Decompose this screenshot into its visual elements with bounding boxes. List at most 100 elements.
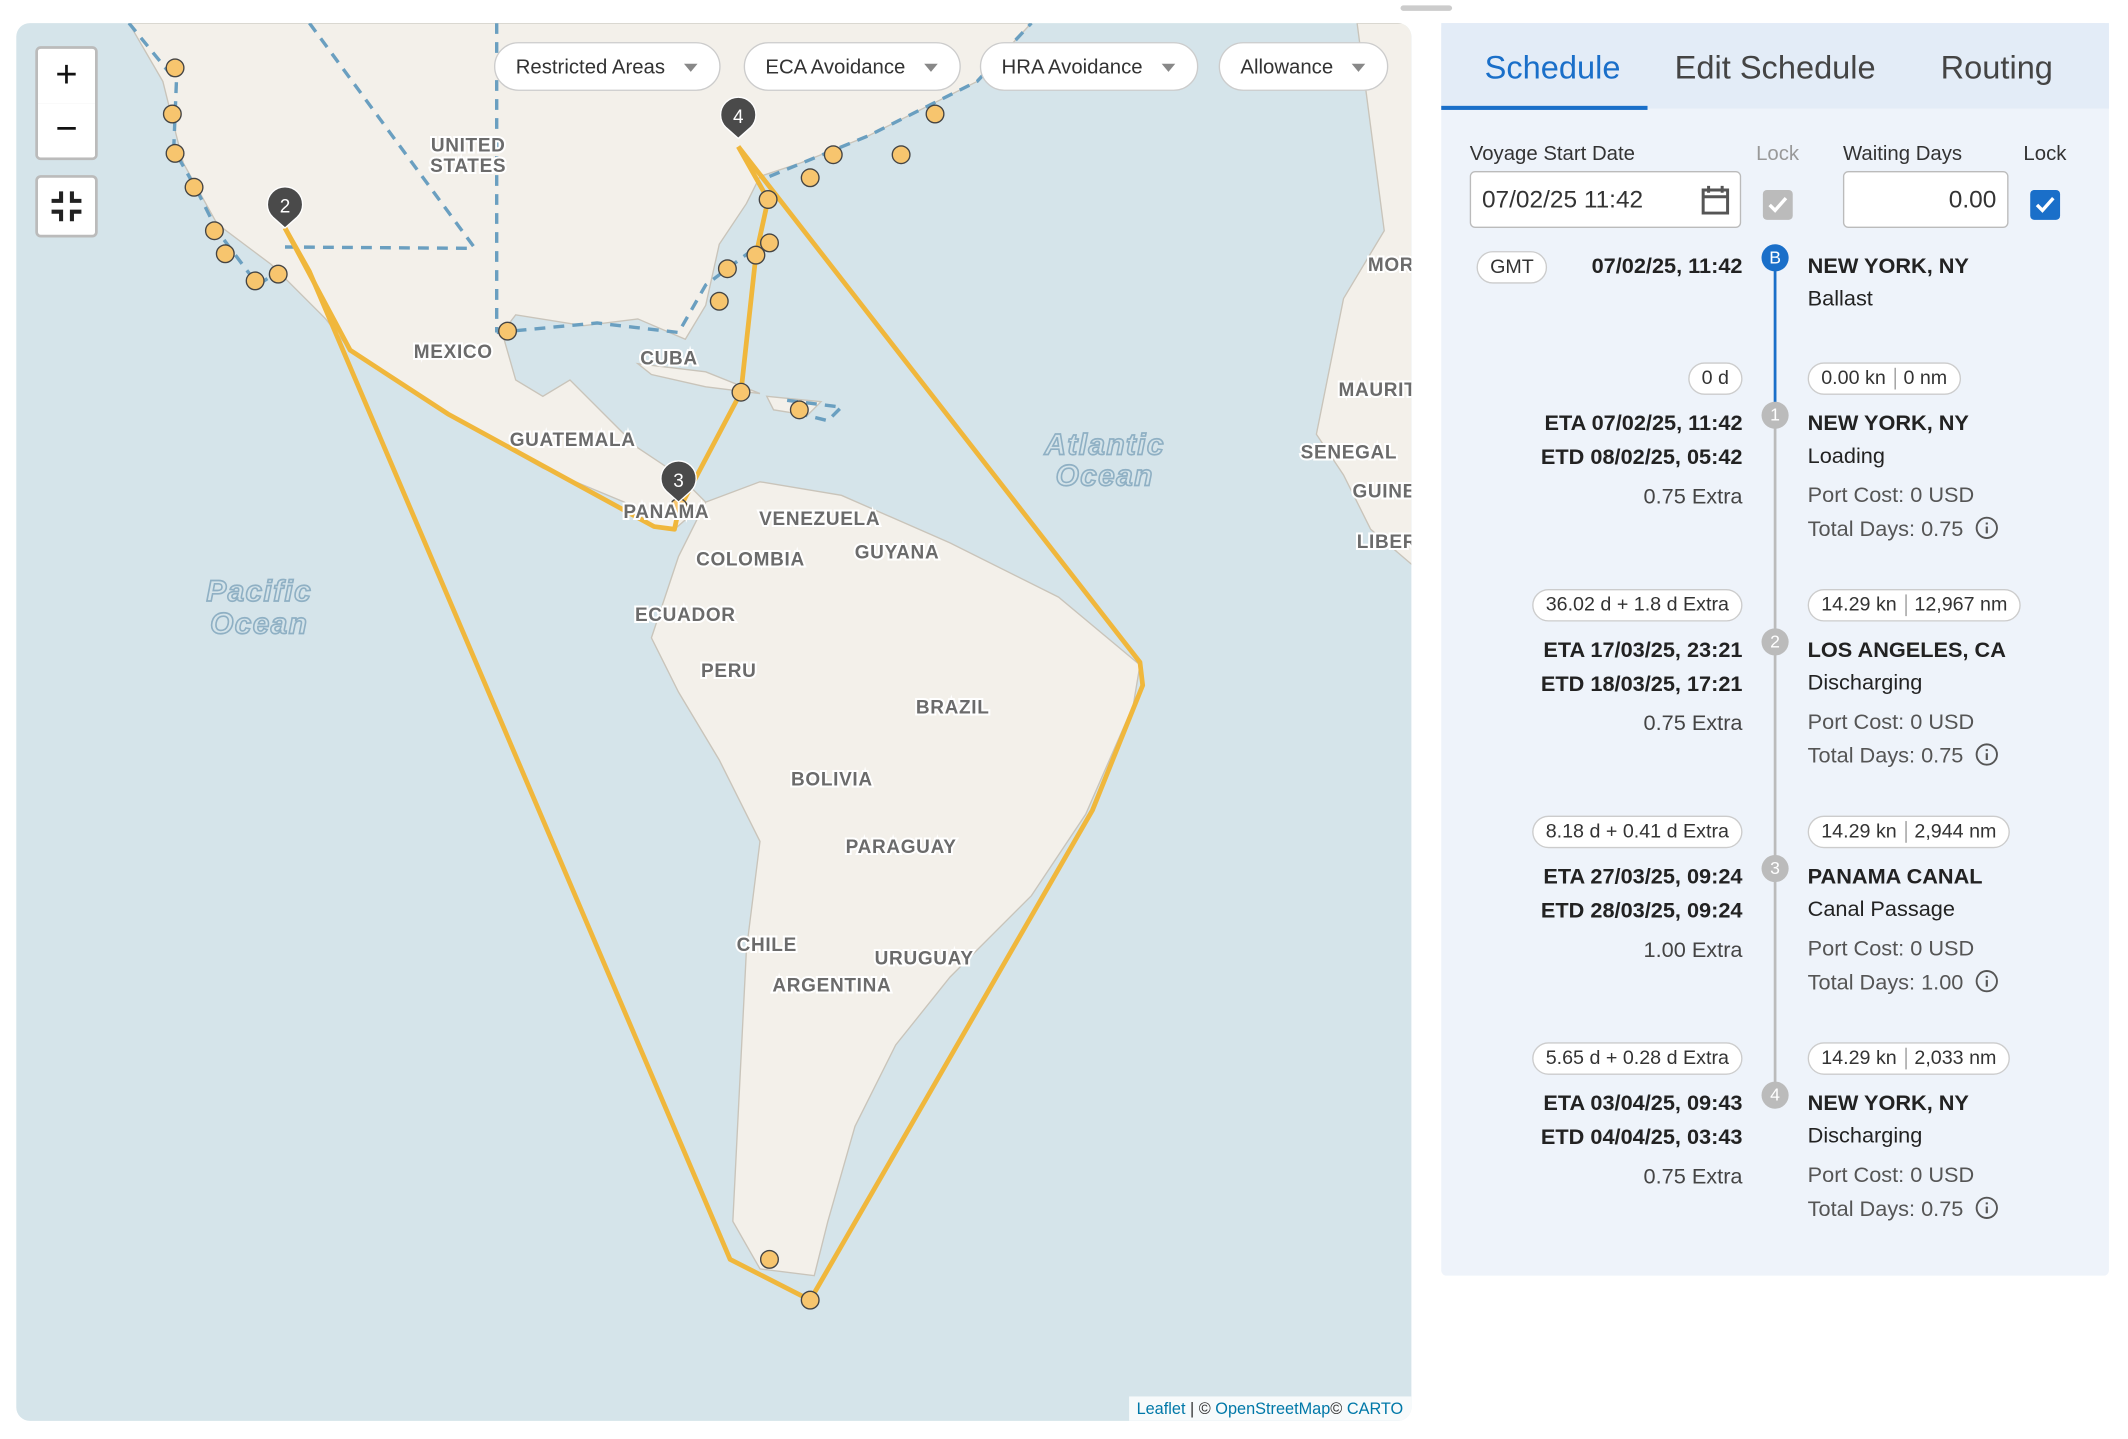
drag-handle[interactable] <box>1400 5 1453 11</box>
info-circle <box>1975 1196 1998 1219</box>
waypoint <box>215 244 235 264</box>
land <box>650 481 1141 1277</box>
port-name: NEW YORK, NY <box>1807 1092 1969 1116</box>
eta: ETA 17/03/25, 23:21 <box>1543 639 1743 663</box>
lock-checkbox[interactable] <box>2030 189 2061 220</box>
link[interactable]: Leaflet <box>1136 1399 1186 1419</box>
marker-pin <box>719 96 757 140</box>
timezone-pill: GMT <box>1476 251 1548 284</box>
eta: ETA 07/02/25, 11:42 <box>1544 412 1743 436</box>
marker-pin <box>266 186 304 229</box>
port-name: LOS ANGELES, CA <box>1807 639 2006 663</box>
tab[interactable]: Schedule <box>1484 50 1621 87</box>
zoom-in[interactable]: + <box>37 48 95 105</box>
port-marker: 3 <box>660 460 697 504</box>
map[interactable]: UNITED STATES MEXICO CUBA GUATEMALA PANAMA VEN… <box>16 23 1412 1421</box>
route-line <box>282 145 1146 1303</box>
calendar-icon <box>1701 185 1730 215</box>
eta: ETA 27/03/25, 09:24 <box>1543 865 1743 889</box>
marker-number: 2 <box>280 197 291 218</box>
date-input[interactable]: 07/02/25 11:42 <box>1469 170 1742 228</box>
duration-pill: 8.18 d + 0.41 d Extra <box>1532 815 1743 849</box>
info-icon <box>1975 970 1998 993</box>
leg-number: 2 <box>1761 628 1789 656</box>
waiting-input[interactable]: 0.00 <box>1842 170 2009 228</box>
port-markers: 2 3 4 <box>266 96 757 504</box>
link[interactable]: CARTO <box>1346 1399 1404 1419</box>
country-label: BOLIVIA <box>791 769 873 790</box>
waypoint <box>800 168 820 188</box>
waypoint <box>925 104 945 124</box>
port-cost: Port Cost: 0 USD <box>1807 711 1975 735</box>
form-label: Waiting Days <box>1842 142 1963 166</box>
speed-distance-pill: 14.29 kn 12,967 nm <box>1807 588 2021 622</box>
info-circle <box>1975 743 1998 766</box>
port-name: PANAMA CANAL <box>1807 865 1983 889</box>
country-label: URUGUAY <box>875 948 974 969</box>
lock-label: Lock <box>1756 142 1800 166</box>
country-label: MAURIT <box>1339 380 1412 401</box>
total-days: Total Days: 1.00 <box>1808 969 1999 996</box>
fullscreen-button[interactable] <box>35 175 98 238</box>
country-label: BRAZIL <box>916 697 990 718</box>
speed-distance-pill: 14.29 kn 2,033 nm <box>1807 1042 2011 1075</box>
fullscreen-icon <box>51 191 82 222</box>
speed: 14.29 kn <box>1821 594 1897 617</box>
country-label: MEXICO <box>414 342 493 363</box>
waypoint <box>162 104 182 124</box>
check-mark <box>1768 197 1788 213</box>
info-icon <box>1975 743 1998 766</box>
country-label: GUATEMALA <box>510 430 636 451</box>
info-circle <box>1975 516 1998 540</box>
marker-number: 4 <box>733 107 744 128</box>
filter-dropdown[interactable]: ECA Avoidance <box>743 42 962 91</box>
zoom-out[interactable]: − <box>37 103 95 158</box>
country-label: VENEZUELA <box>759 509 880 530</box>
start-activity: Ballast <box>1807 287 1873 311</box>
filter-dropdown[interactable]: HRA Avoidance <box>979 42 1199 91</box>
eca-line <box>308 23 477 250</box>
country-label: PERU <box>701 661 756 682</box>
total-days-text: Total Days: 1.00 <box>1807 971 1964 995</box>
country-label: GUYANA <box>855 543 940 564</box>
start-badge: B <box>1761 244 1789 272</box>
check-mark <box>2035 197 2055 213</box>
start-date: 07/02/25, 11:42 <box>1591 255 1743 279</box>
land <box>128 23 1033 530</box>
waypoint <box>891 145 911 165</box>
timeline-line-start <box>1773 268 1777 405</box>
eca-line <box>496 242 761 335</box>
lock-checkbox[interactable] <box>1762 189 1793 220</box>
speed-distance-pill: 0.00 kn 0 nm <box>1807 362 1961 395</box>
waypoint <box>709 291 729 311</box>
ocean-label: Atlantic <box>1044 428 1165 461</box>
filter-dropdown[interactable]: Allowance <box>1218 42 1389 91</box>
speed: 0.00 kn <box>1821 367 1886 390</box>
eca-line <box>284 245 475 251</box>
waypoint <box>184 177 204 197</box>
tab-indicator <box>1441 105 1648 110</box>
eta: ETA 03/04/25, 09:43 <box>1543 1092 1743 1116</box>
speed-distance-pill: 14.29 kn 2,944 nm <box>1807 815 2011 849</box>
waypoint <box>759 1249 779 1269</box>
tab[interactable]: Edit Schedule <box>1674 50 1876 87</box>
link[interactable]: OpenStreetMap <box>1215 1399 1331 1419</box>
port-marker: 2 <box>266 186 304 229</box>
waypoint <box>204 221 224 241</box>
waypoint <box>789 400 809 420</box>
waypoint <box>746 245 766 265</box>
country-label: GUINE <box>1352 482 1411 503</box>
tab[interactable]: Routing <box>1940 50 2053 87</box>
country-label: CHILE <box>737 935 797 956</box>
total-days: Total Days: 0.75 <box>1808 742 1999 769</box>
etd: ETD 08/02/25, 05:42 <box>1540 446 1743 470</box>
land <box>1315 23 1412 566</box>
extra: 0.75 Extra <box>1643 1165 1743 1189</box>
total-days-text: Total Days: 0.75 <box>1807 1198 1964 1222</box>
total-days-text: Total Days: 0.75 <box>1807 518 1964 542</box>
distance: 2,944 nm <box>1904 821 1997 843</box>
waypoint <box>759 233 779 253</box>
etd: ETD 04/04/25, 03:43 <box>1540 1126 1743 1150</box>
filter-dropdown[interactable]: Restricted Areas <box>493 42 721 91</box>
